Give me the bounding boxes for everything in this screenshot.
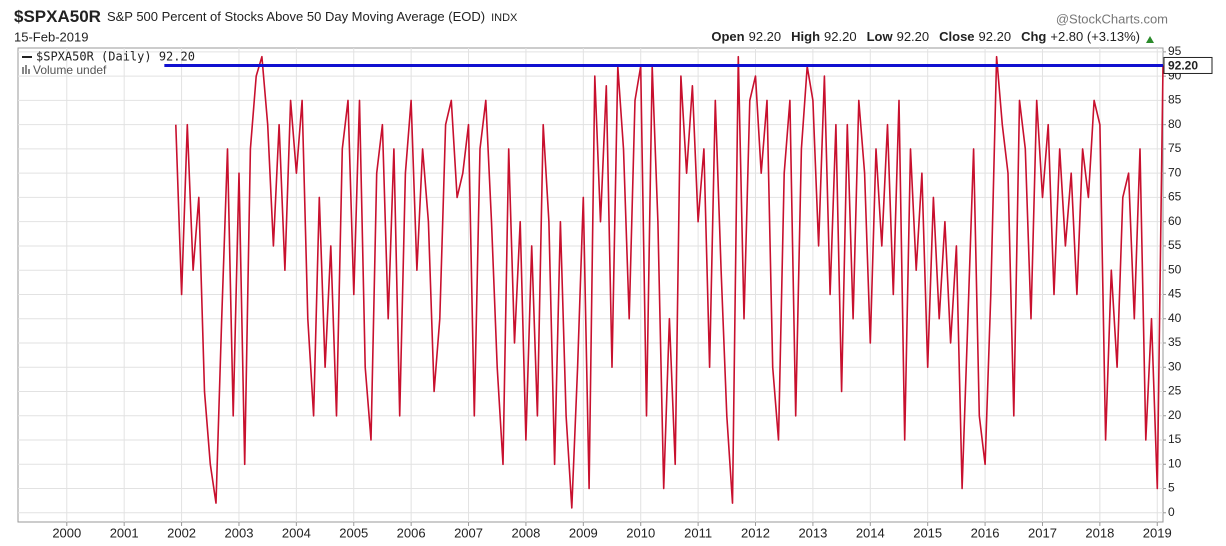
x-tick-label: 2013 [798, 525, 827, 540]
y-tick-label: 30 [1168, 359, 1182, 373]
volume-icon [25, 65, 27, 74]
x-tick-label: 2006 [397, 525, 426, 540]
date: 15-Feb-2019 [14, 29, 88, 44]
reference-label-box [1163, 56, 1213, 74]
x-tick-label: 2014 [856, 525, 885, 540]
x-tick-label: 2017 [1028, 525, 1057, 540]
x-tick-label: 2010 [626, 525, 655, 540]
y-tick-label: 85 [1168, 93, 1182, 107]
x-tick-label: 2007 [454, 525, 483, 540]
exchange: INDX [491, 12, 518, 24]
x-tick-label: 2015 [913, 525, 942, 540]
x-tick-label: 2011 [684, 525, 712, 540]
y-tick-label: 50 [1168, 262, 1182, 276]
y-tick-label: 60 [1168, 214, 1182, 228]
volume-icon [28, 69, 30, 74]
y-tick-label: 20 [1168, 408, 1182, 422]
quote-value: +2.80 (+3.13%) [1050, 29, 1140, 44]
reference-label: 92.20 [1168, 59, 1198, 73]
y-tick-label: 55 [1168, 238, 1182, 252]
x-tick-label: 2016 [971, 525, 1000, 540]
x-tick-label: 2002 [167, 525, 196, 540]
y-tick-label: 10 [1168, 456, 1182, 470]
series-line [175, 55, 1164, 509]
y-tick-label: 95 [1168, 44, 1182, 58]
x-tick-label: 2003 [225, 525, 254, 540]
y-tick-label: 15 [1168, 432, 1182, 446]
header-title-row: $SPXA50R S&P 500 Percent of Stocks Above … [14, 7, 518, 26]
source: @StockCharts.com [1056, 11, 1168, 26]
x-tick-label: 2001 [110, 525, 139, 540]
x-tick-label: 2018 [1085, 525, 1114, 540]
quote-value: 92.20 [749, 29, 782, 44]
chart-subtitle: S&P 500 Percent of Stocks Above 50 Day M… [107, 9, 485, 24]
quote-label: Open [711, 29, 744, 44]
x-tick-label: 2004 [282, 525, 311, 540]
y-tick-label: 35 [1168, 335, 1182, 349]
y-tick-label: 45 [1168, 287, 1182, 301]
y-tick-label: 65 [1168, 190, 1182, 204]
quote-label: Chg [1021, 29, 1046, 44]
y-tick-label: 5 [1168, 481, 1175, 495]
y-tick-label: 25 [1168, 384, 1182, 398]
x-tick-label: 2000 [52, 525, 81, 540]
quote: Open 92.20 High 92.20 Low 92.20 Close 92.20 Chg +… [711, 29, 1140, 44]
y-tick-label: 70 [1168, 165, 1182, 179]
y-tick-label: 75 [1168, 141, 1182, 155]
chart-title: $SPXA50R [14, 7, 101, 26]
x-tick-label: 2012 [741, 525, 770, 540]
quote-value: 92.20 [897, 29, 930, 44]
plot-frame [17, 47, 1164, 523]
quote-value: 92.20 [824, 29, 857, 44]
legend-entry: $SPXA50R (Daily) 92.20 [36, 50, 195, 64]
y-tick-label: 40 [1168, 311, 1182, 325]
volume-icon [22, 67, 24, 74]
y-tick-label: 0 [1168, 505, 1175, 519]
quote-label: Low [867, 29, 894, 44]
volume-label: Volume undef [33, 63, 107, 77]
x-tick-label: 2009 [569, 525, 598, 540]
quote-label: Close [939, 29, 974, 44]
x-tick-label: 2005 [339, 525, 368, 540]
quote-value: 92.20 [979, 29, 1012, 44]
up-arrow [1146, 36, 1154, 43]
quote-label: High [791, 29, 820, 44]
y-tick-label: 80 [1168, 117, 1182, 131]
x-tick-label: 2008 [511, 525, 540, 540]
x-tick-label: 2019 [1143, 525, 1172, 540]
